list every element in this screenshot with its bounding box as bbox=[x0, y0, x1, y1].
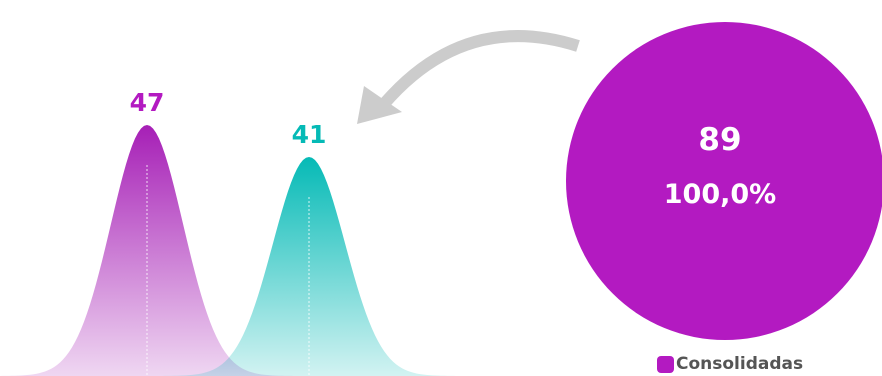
data-label-1: 47 bbox=[130, 88, 165, 117]
pie-center-value: 89 bbox=[698, 122, 741, 158]
pie-legend: Consolidadas bbox=[657, 354, 803, 374]
legend-label: Consolidadas bbox=[676, 354, 804, 374]
bell-peak-consolidadas bbox=[0, 125, 312, 376]
pie-slice-consolidadas bbox=[566, 22, 882, 340]
curved-arrow-head-icon bbox=[357, 86, 402, 124]
pie-center-percent: 100,0% bbox=[664, 179, 776, 210]
curved-arrow-icon bbox=[379, 30, 580, 108]
data-label-2: 41 bbox=[292, 120, 327, 149]
legend-swatch bbox=[657, 355, 674, 373]
